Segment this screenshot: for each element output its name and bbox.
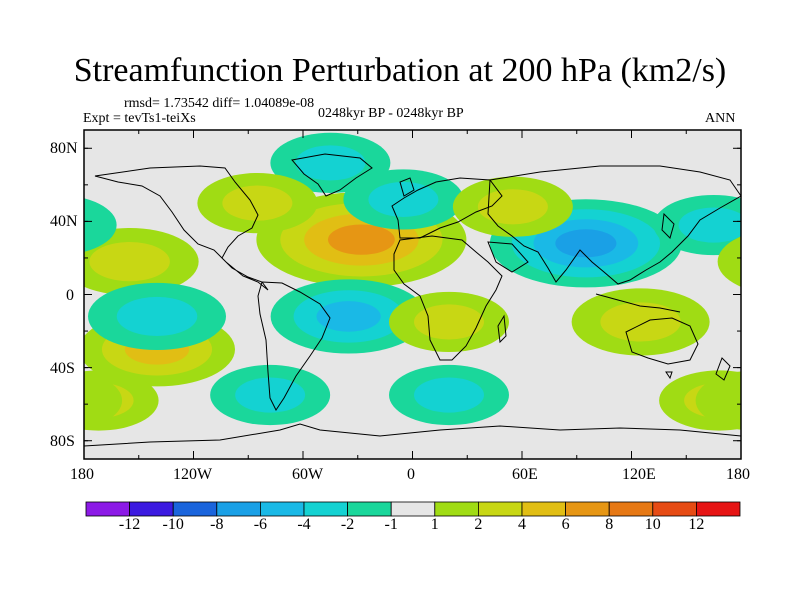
lon-tick-180w: 180 xyxy=(70,466,94,483)
anomaly-central-asia-high-level xyxy=(477,189,548,225)
colorbar-label: 10 xyxy=(644,516,661,533)
colorbar-label: 8 xyxy=(605,516,614,533)
colorbar-label: 2 xyxy=(474,516,483,533)
lon-tick-0: 0 xyxy=(407,466,415,483)
colorbar-box xyxy=(303,501,348,517)
colorbar-label: 6 xyxy=(561,516,570,533)
colorbar-label: -12 xyxy=(118,516,141,533)
plot-title: Streamfunction Perturbation at 200 hPa (… xyxy=(73,52,727,89)
anomaly-central-africa-high-level xyxy=(414,304,484,340)
lat-tick-80s: 80S xyxy=(50,433,75,450)
colorbar-box xyxy=(565,501,610,517)
anomaly-field-layer xyxy=(84,132,741,431)
anomaly-north-atlantic-low-level xyxy=(368,181,439,218)
lon-tick-120w: 120W xyxy=(173,466,213,483)
anomaly-north-pacific-high-level xyxy=(89,242,170,282)
lat-tick-40s: 40S xyxy=(50,360,75,377)
colorbar-box xyxy=(347,501,392,517)
colorbar-label: 12 xyxy=(688,516,705,533)
anomaly-australia-high-level xyxy=(600,302,681,342)
coastlines xyxy=(84,153,741,447)
colorbar-box xyxy=(172,501,218,517)
colorbar xyxy=(85,501,741,517)
anomaly-north-pacific-east-low-wrap xyxy=(84,198,117,252)
anomaly-south-atlantic-low-level xyxy=(316,301,381,332)
colorbar-box xyxy=(390,501,436,517)
colorbar-label: 4 xyxy=(518,516,526,533)
colorbar-box xyxy=(477,501,523,517)
colorbar-label: -8 xyxy=(210,516,224,533)
colorbar-box xyxy=(652,501,697,517)
colorbar-label: -10 xyxy=(162,516,184,533)
anomaly-north-america-high-level xyxy=(222,185,293,221)
anomaly-south-asia-low-level xyxy=(555,229,617,258)
colorbar-label: -6 xyxy=(253,516,268,533)
lon-tick-120e: 120E xyxy=(622,466,656,483)
lon-tick-60e: 60E xyxy=(512,466,538,483)
anomaly-north-atlantic-high-level xyxy=(327,224,395,255)
colorbar-label: -2 xyxy=(340,516,355,533)
colorbar-label: -4 xyxy=(297,516,311,533)
colorbar-box xyxy=(608,501,654,517)
anomaly-north-pacific-east-low-level xyxy=(678,207,741,243)
colorbar-box xyxy=(259,501,305,517)
anomaly-north-pacific-high-wrap xyxy=(717,236,741,287)
lon-tick-180e: 180 xyxy=(726,466,750,483)
lat-tick-80n: 80N xyxy=(50,140,78,157)
axis-ticks xyxy=(83,130,742,459)
anomaly-south-pacific-low-level xyxy=(116,296,198,337)
colorbar-box xyxy=(85,501,130,517)
colorbar-box xyxy=(216,501,261,517)
lon-tick-60w: 60W xyxy=(292,466,324,483)
anomaly-arctic-low-level xyxy=(295,145,366,181)
colorbar-box xyxy=(521,501,566,517)
anomaly-southern-ocean-east-high-wrap xyxy=(84,372,123,429)
colorbar-box xyxy=(696,501,741,517)
colorbar-label: -1 xyxy=(384,516,398,533)
anomaly-south-atlantic-low-2-level xyxy=(414,377,484,413)
season-label: ANN xyxy=(705,111,736,126)
colorbar-box xyxy=(434,501,479,517)
lat-tick-0: 0 xyxy=(66,287,74,304)
experiment-label: Expt = tevTs1-teiXs xyxy=(83,111,196,126)
anomaly-southern-ocean-west-high-wrap xyxy=(695,371,741,430)
colorbar-box xyxy=(129,501,174,517)
colorbar-label: 1 xyxy=(430,516,439,533)
lat-tick-40n: 40N xyxy=(50,213,78,230)
period-label: 0248kyr BP - 0248kyr BP xyxy=(318,106,464,121)
stats-text: rmsd= 1.73542 diff= 1.04089e-08 xyxy=(124,96,315,111)
